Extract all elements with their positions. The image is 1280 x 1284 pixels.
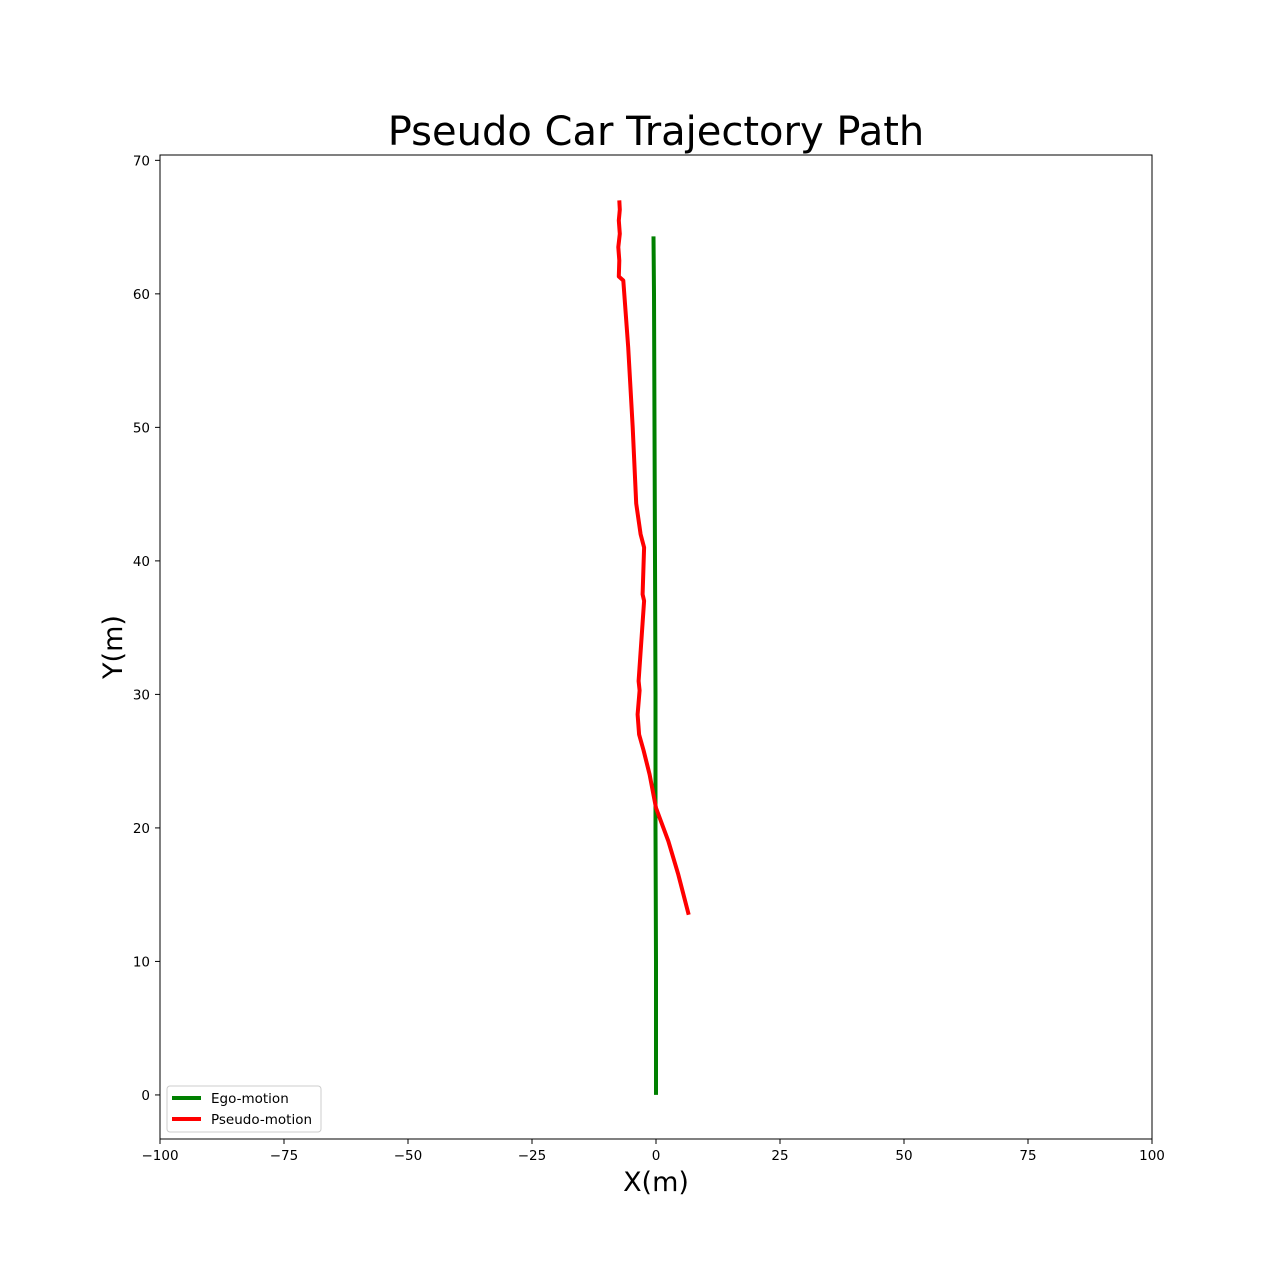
series-line-pseudo-motion bbox=[616, 200, 691, 916]
y-tick-label: 70 bbox=[133, 153, 150, 169]
chart-title: Pseudo Car Trajectory Path bbox=[388, 109, 924, 155]
x-tick-label: −75 bbox=[270, 1148, 299, 1164]
x-tick-label: 100 bbox=[1139, 1148, 1165, 1164]
x-axis-ticks: −100 −75 −50 −25 0 25 50 75 100 bbox=[141, 1139, 1165, 1164]
y-tick-label: 30 bbox=[133, 687, 150, 703]
y-tick-label: 0 bbox=[141, 1088, 150, 1104]
x-tick-label: −100 bbox=[141, 1148, 178, 1164]
y-axis-label: Y(m) bbox=[98, 615, 129, 680]
legend-box bbox=[166, 1085, 322, 1133]
series-layer bbox=[616, 200, 691, 1095]
y-tick-label: 20 bbox=[133, 821, 150, 837]
y-tick-label: 40 bbox=[133, 554, 150, 570]
series-line-ego-motion bbox=[651, 236, 658, 1095]
x-axis-label: X(m) bbox=[623, 1167, 689, 1198]
x-tick-label: −25 bbox=[518, 1148, 547, 1164]
legend-label-pseudo-motion: Pseudo-motion bbox=[211, 1112, 312, 1128]
y-axis-ticks: 0 10 20 30 40 50 60 70 bbox=[133, 153, 160, 1104]
x-tick-label: 0 bbox=[652, 1148, 661, 1164]
x-tick-label: −50 bbox=[394, 1148, 423, 1164]
x-tick-label: 50 bbox=[895, 1148, 912, 1164]
y-tick-label: 10 bbox=[133, 954, 150, 970]
legend-label-ego-motion: Ego-motion bbox=[211, 1091, 289, 1107]
legend: Ego-motion Pseudo-motion bbox=[166, 1085, 322, 1133]
y-tick-label: 60 bbox=[133, 287, 150, 303]
x-tick-label: 25 bbox=[771, 1148, 788, 1164]
y-tick-label: 50 bbox=[133, 420, 150, 436]
x-tick-label: 75 bbox=[1019, 1148, 1036, 1164]
